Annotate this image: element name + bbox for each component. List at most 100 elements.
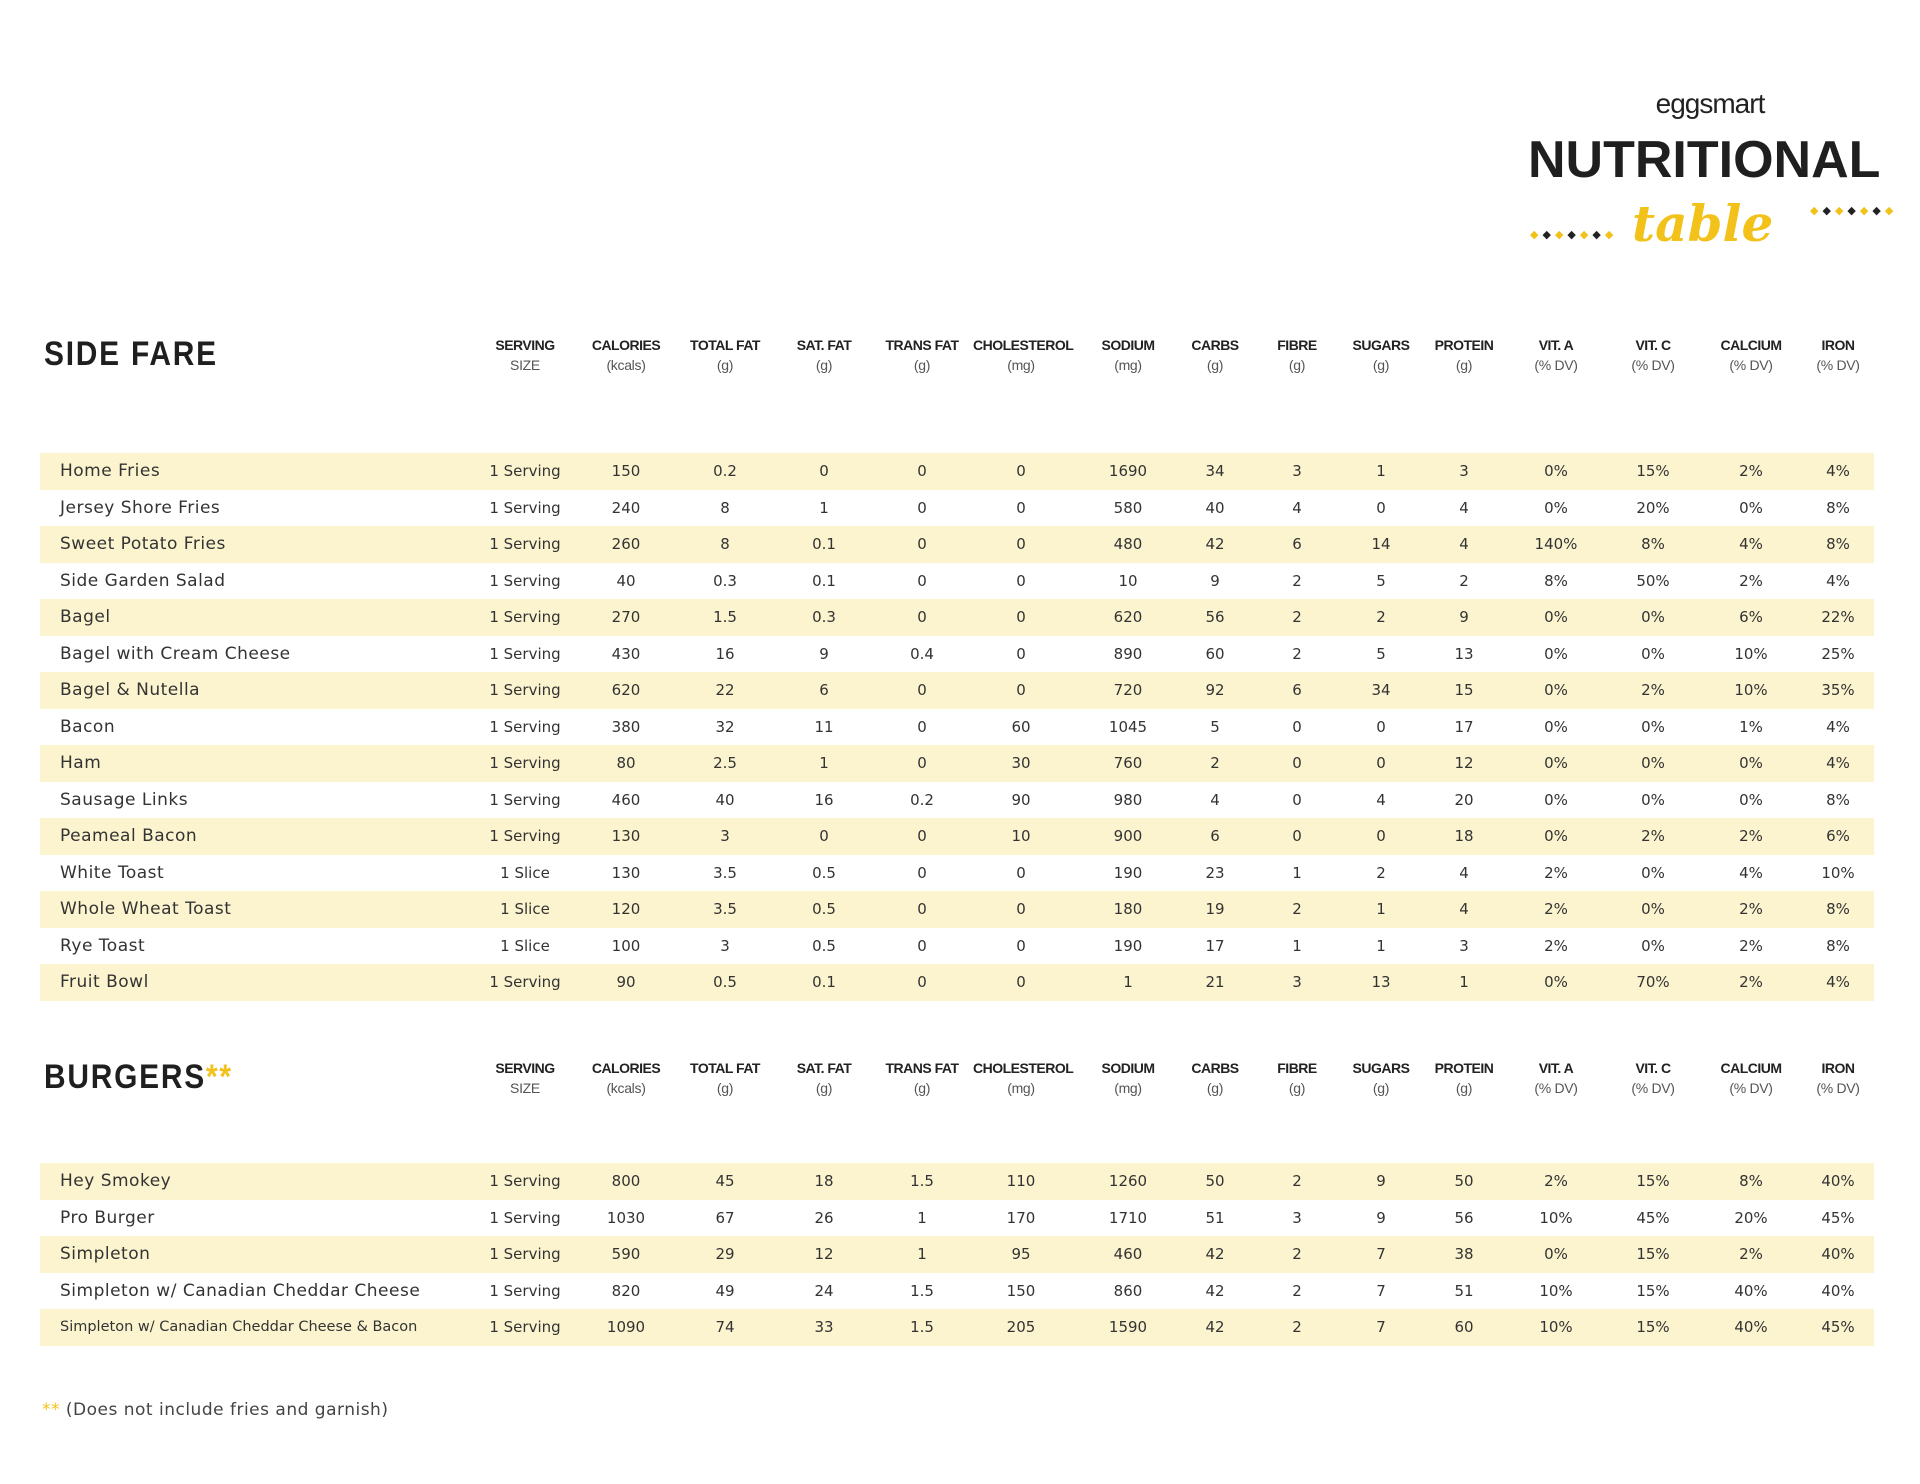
column-unit: (% DV) bbox=[1729, 1080, 1773, 1096]
cell-value: 4% bbox=[1826, 571, 1850, 590]
column-label: IRON bbox=[1821, 1060, 1856, 1076]
cell-value: 0 bbox=[1016, 608, 1026, 626]
column-label: FIBRE bbox=[1277, 337, 1317, 353]
cell-value: 1 Serving bbox=[489, 754, 561, 772]
cell-value: 0.3 bbox=[812, 608, 836, 626]
cell-value: 50 bbox=[1454, 1172, 1474, 1190]
cell-value: 92 bbox=[1205, 681, 1225, 699]
table-row: Fruit Bowl 1 Serving 90 0.5 0.1 0 0 1 21 3 13 1 0% 70… bbox=[40, 964, 1874, 1001]
cell-value: 0 bbox=[917, 863, 927, 882]
column-unit: (kcals) bbox=[606, 1080, 646, 1096]
column-unit: SIZE bbox=[510, 357, 540, 373]
cell-value: 29 bbox=[715, 1245, 735, 1263]
cell-value: 2% bbox=[1739, 936, 1763, 955]
table-row: Home Fries 1 Serving 150 0.2 0 0 0 1690 34 3 1 3 0% 1… bbox=[40, 453, 1874, 490]
cell-value: 170 bbox=[1006, 1208, 1036, 1227]
cell-value: 4 bbox=[1459, 900, 1469, 918]
cell-value: 205 bbox=[1006, 1318, 1036, 1336]
cell-value: 1 bbox=[1376, 900, 1386, 918]
column-label: FIBRE bbox=[1277, 1060, 1317, 1076]
cell-value: 1590 bbox=[1108, 1318, 1148, 1336]
cell-value: 1 Serving bbox=[489, 717, 561, 736]
footnote: ** (Does not include fries and garnish) bbox=[42, 1400, 388, 1420]
cell-value: 1 Serving bbox=[489, 827, 561, 845]
column-unit: (% DV) bbox=[1729, 357, 1773, 373]
column-unit: (g) bbox=[1372, 357, 1390, 373]
column-unit: (% DV) bbox=[1631, 1080, 1675, 1096]
cell-value: 2% bbox=[1739, 900, 1763, 918]
column-unit: (g) bbox=[913, 1080, 931, 1096]
cell-value: 4% bbox=[1826, 754, 1850, 772]
cell-value: 10% bbox=[1539, 1281, 1573, 1300]
cell-value: 0.1 bbox=[812, 535, 836, 553]
cell-value: 1 bbox=[917, 1208, 927, 1227]
cell-value: 56 bbox=[1454, 1208, 1474, 1227]
cell-value: 9 bbox=[1210, 571, 1220, 590]
cell-value: 1045 bbox=[1108, 717, 1148, 736]
section-title-text: BURGERS bbox=[44, 1058, 206, 1096]
cell-value: 2 bbox=[1210, 754, 1220, 772]
cell-value: 0 bbox=[917, 936, 927, 955]
cell-value: 0 bbox=[1376, 754, 1386, 772]
table-row: Bagel & Nutella 1 Serving 620 22 6 0 0 720 92 6 34… bbox=[40, 672, 1874, 709]
cell-value: 190 bbox=[1113, 936, 1143, 955]
cell-value: 4 bbox=[1292, 498, 1302, 517]
column-unit: (g) bbox=[1372, 1080, 1390, 1096]
column-label: TRANS FAT bbox=[885, 337, 959, 353]
column-label: SAT. FAT bbox=[796, 337, 852, 353]
cell-value: 67 bbox=[715, 1208, 735, 1227]
cell-value: 9 bbox=[1376, 1172, 1386, 1190]
cell-value: 1 Serving bbox=[489, 1208, 561, 1227]
item-name: Sweet Potato Fries bbox=[60, 534, 226, 554]
cell-value: 190 bbox=[1113, 863, 1143, 882]
cell-value: 40% bbox=[1734, 1281, 1768, 1300]
cell-value: 0% bbox=[1641, 717, 1665, 736]
cell-value: 34 bbox=[1205, 462, 1225, 480]
column-header: VIT. C (% DV) bbox=[1605, 335, 1701, 375]
cell-value: 0% bbox=[1544, 644, 1568, 663]
cell-value: 15% bbox=[1636, 1318, 1670, 1336]
cell-value: 10 bbox=[1011, 827, 1031, 845]
cell-value: 0 bbox=[917, 681, 927, 699]
column-header: TOTAL FAT (g) bbox=[677, 1058, 773, 1098]
cell-value: 30 bbox=[1011, 754, 1031, 772]
cell-value: 1 bbox=[1123, 973, 1133, 991]
cell-value: 110 bbox=[1006, 1172, 1036, 1190]
cell-value: 20 bbox=[1454, 790, 1474, 809]
cell-value: 1 bbox=[1459, 973, 1469, 991]
cell-value: 1 Serving bbox=[489, 1318, 561, 1336]
column-label: SAT. FAT bbox=[796, 1060, 852, 1076]
cell-value: 2 bbox=[1292, 571, 1302, 590]
cell-value: 40 bbox=[715, 790, 735, 809]
cell-value: 1 Serving bbox=[489, 462, 561, 480]
cell-value: 0% bbox=[1544, 462, 1568, 480]
cell-value: 1 bbox=[917, 1245, 927, 1263]
cell-value: 0% bbox=[1641, 608, 1665, 626]
column-header: CALCIUM (% DV) bbox=[1703, 1058, 1799, 1098]
cell-value: 4 bbox=[1459, 863, 1469, 882]
cell-value: 890 bbox=[1113, 644, 1143, 663]
cell-value: 15% bbox=[1636, 1245, 1670, 1263]
cell-value: 2 bbox=[1292, 644, 1302, 663]
section-title-stars: ** bbox=[205, 1058, 233, 1096]
column-header: CHOLESTEROL (mg) bbox=[973, 335, 1074, 375]
column-label: SUGARS bbox=[1352, 337, 1410, 353]
cell-value: 2% bbox=[1544, 863, 1568, 882]
table-row: Simpleton w/ Canadian Cheddar Cheese 1 Se… bbox=[40, 1273, 1874, 1310]
decorative-dots: ◆◆◆◆◆◆◆ bbox=[1810, 204, 1898, 217]
cell-value: 0 bbox=[1016, 462, 1026, 480]
cell-value: 50 bbox=[1205, 1172, 1225, 1190]
column-unit: (mg) bbox=[1114, 357, 1142, 373]
cell-value: 460 bbox=[1113, 1245, 1143, 1263]
item-name: Sausage Links bbox=[60, 789, 189, 810]
cell-value: 0.5 bbox=[713, 973, 737, 991]
cell-value: 32 bbox=[715, 717, 735, 736]
item-name: Bacon bbox=[60, 716, 116, 737]
cell-value: 0 bbox=[917, 462, 927, 480]
cell-value: 0 bbox=[1376, 717, 1386, 736]
cell-value: 4 bbox=[1459, 535, 1469, 553]
table-row: Jersey Shore Fries 1 Serving 240 8 1 0 0 580 40 4… bbox=[40, 490, 1874, 527]
cell-value: 8 bbox=[720, 498, 730, 517]
cell-value: 0 bbox=[917, 754, 927, 772]
cell-value: 60 bbox=[1205, 644, 1225, 663]
